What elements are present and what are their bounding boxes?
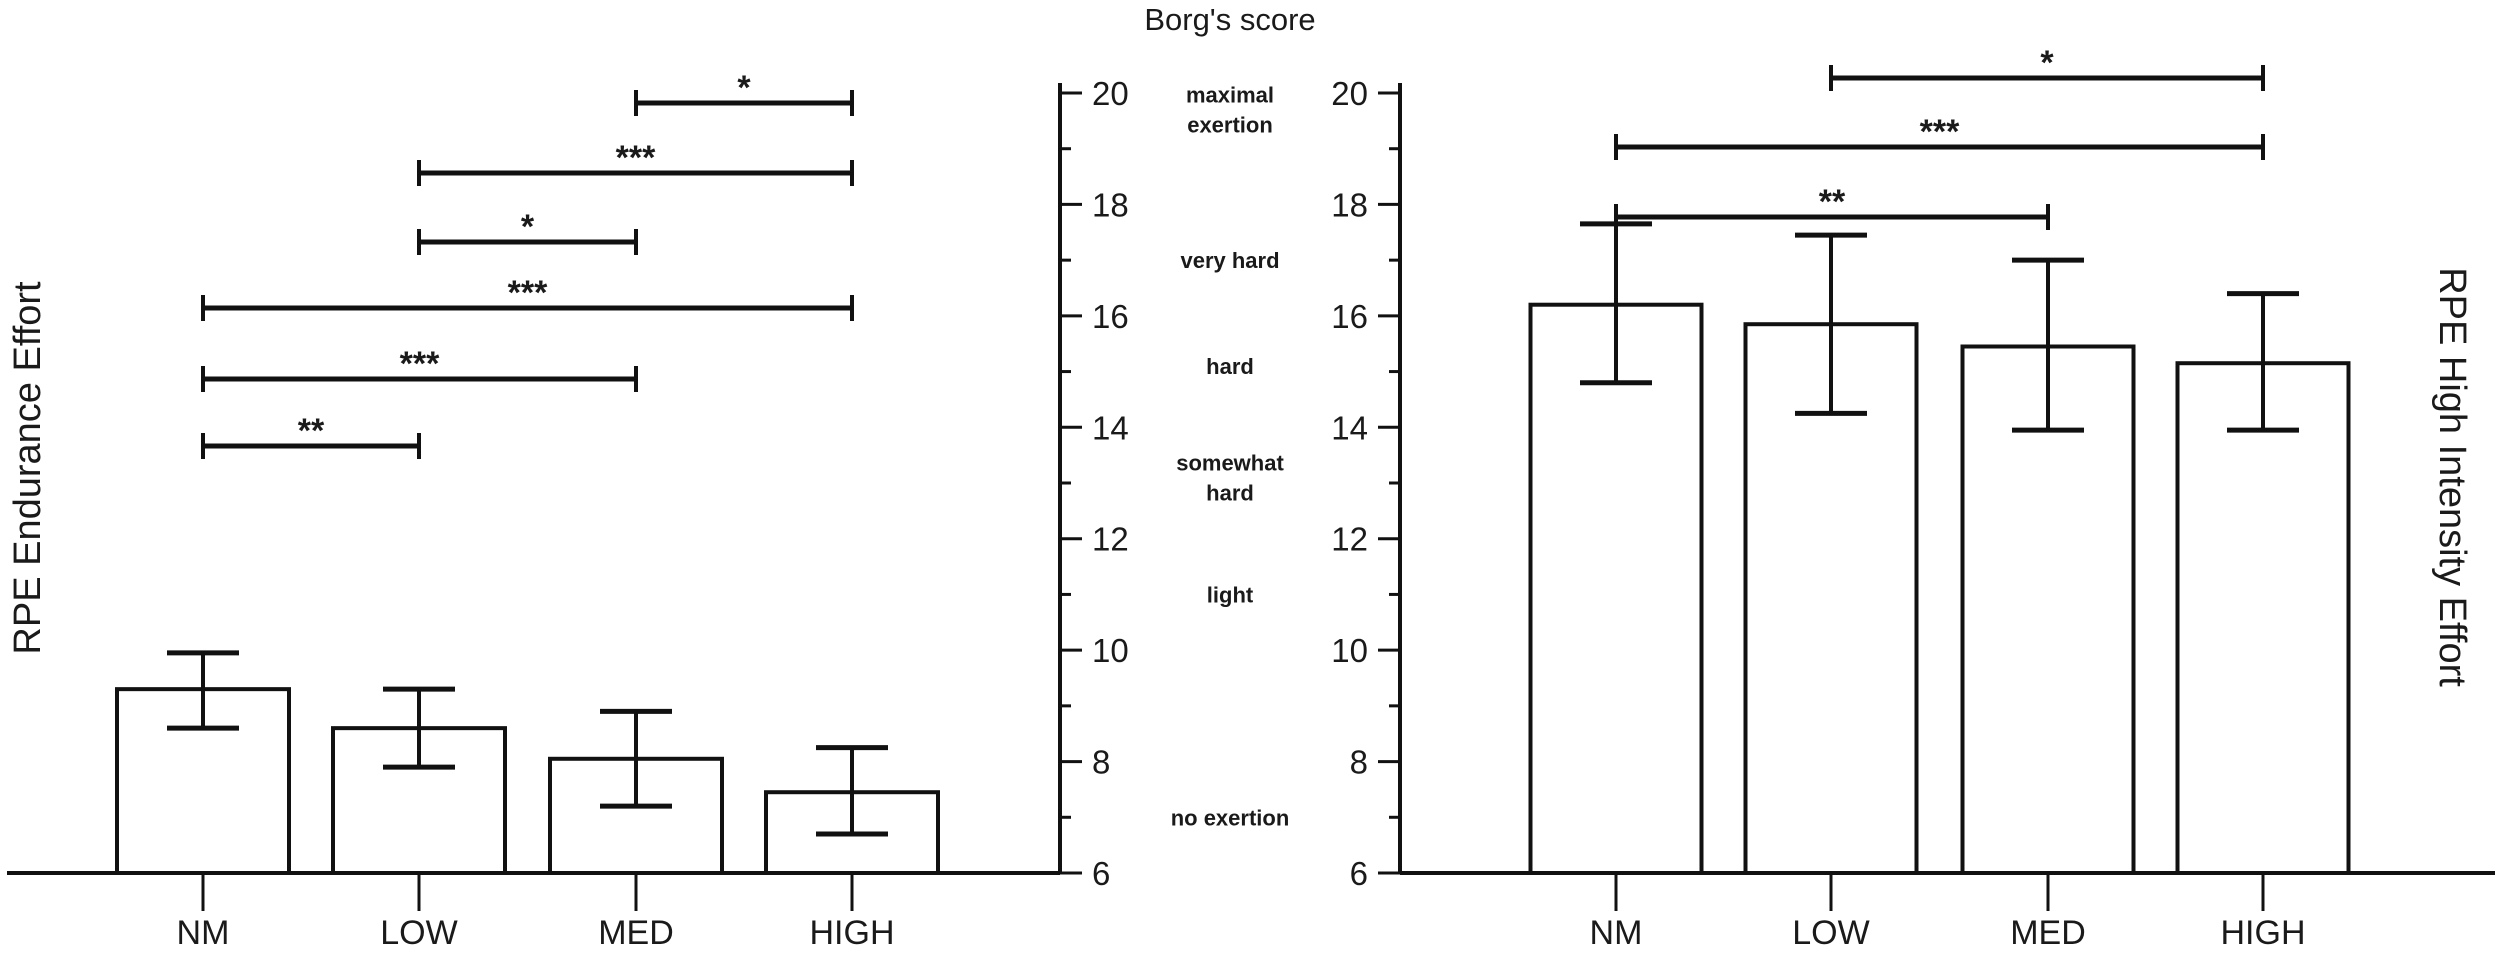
borg-descriptor-label: exertion — [1187, 113, 1273, 138]
borg-score-title: Borg's score — [1144, 2, 1315, 37]
borg-descriptor-label: hard — [1206, 354, 1254, 379]
x-tick-label: NM — [1590, 914, 1643, 948]
borg-scale-labels: Borg's score maximal exertion very hard har… — [1144, 2, 1315, 830]
y-tick-label: 10 — [1092, 632, 1129, 669]
x-tick-label: LOW — [1792, 914, 1869, 948]
significance-label: *** — [400, 345, 440, 383]
y-tick-label: 12 — [1331, 521, 1368, 558]
y-tick-label: 6 — [1092, 855, 1110, 892]
y-axis-title: RPE Endurance Effort — [7, 281, 49, 655]
y-tick-label: 10 — [1331, 632, 1368, 669]
y-tick-label: 18 — [1331, 186, 1368, 223]
significance-label: ** — [298, 412, 325, 450]
bar-med — [1960, 344, 2136, 875]
significance-label: ** — [1819, 183, 1846, 221]
y-tick-label: 14 — [1092, 409, 1129, 446]
x-tick-label: HIGH — [810, 914, 895, 948]
y-tick-label: 8 — [1350, 744, 1368, 781]
y-tick-label: 8 — [1092, 744, 1110, 781]
y-tick-label: 20 — [1331, 75, 1368, 112]
significance-label: *** — [508, 274, 548, 312]
significance-label: *** — [616, 139, 656, 177]
borg-descriptor-label: hard — [1206, 480, 1254, 505]
y-tick-label: 6 — [1350, 855, 1368, 892]
x-tick-label: MED — [2010, 914, 2086, 948]
significance-label: * — [521, 208, 535, 246]
x-tick-label: HIGH — [2221, 914, 2306, 948]
borg-descriptor-label: somewhat — [1176, 450, 1284, 475]
x-tick-label: LOW — [380, 914, 457, 948]
y-axis-title: RPE High Intensity Effort — [2431, 267, 2473, 687]
borg-descriptor-label: no exertion — [1171, 805, 1290, 830]
x-tick-label: MED — [598, 914, 674, 948]
significance-label: * — [737, 69, 751, 107]
borg-descriptor-label: very hard — [1180, 248, 1279, 273]
bar-nm — [1528, 302, 1704, 875]
y-tick-label: 18 — [1092, 186, 1129, 223]
significance-label: *** — [1920, 113, 1960, 151]
y-tick-label: 20 — [1092, 75, 1129, 112]
y-tick-label: 16 — [1092, 298, 1129, 335]
y-tick-label: 12 — [1092, 521, 1129, 558]
bar-high — [2175, 361, 2351, 875]
borg-descriptor-label: light — [1207, 582, 1254, 607]
x-tick-label: NM — [177, 914, 230, 948]
significance-label: * — [2040, 44, 2054, 82]
y-tick-label: 16 — [1331, 298, 1368, 335]
y-tick-label: 14 — [1331, 409, 1368, 446]
borg-descriptor-label: maximal — [1186, 83, 1274, 108]
